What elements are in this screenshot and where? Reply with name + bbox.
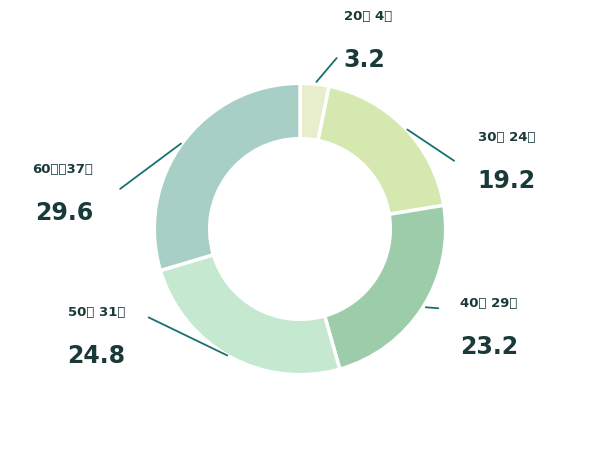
Wedge shape [325,206,446,369]
Text: 23.2: 23.2 [460,334,518,358]
Wedge shape [160,255,340,375]
Text: 20代 4人: 20代 4人 [344,10,392,23]
Text: 30代 24人: 30代 24人 [478,131,535,144]
Text: 40代 29人: 40代 29人 [460,297,518,309]
Wedge shape [300,84,329,141]
Text: 60代～37人: 60代～37人 [32,163,93,176]
Text: 3.2: 3.2 [344,48,385,72]
Text: 50代 31人: 50代 31人 [68,305,125,318]
Text: 29.6: 29.6 [35,201,93,224]
Wedge shape [154,84,300,271]
Wedge shape [318,87,444,215]
Text: 19.2: 19.2 [478,168,536,192]
Text: 24.8: 24.8 [67,343,125,367]
